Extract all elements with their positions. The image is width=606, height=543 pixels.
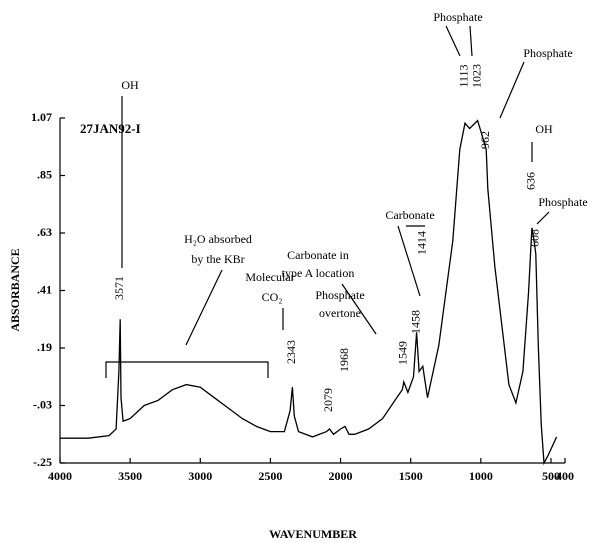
annotation: Carbonate [385, 208, 434, 222]
annotation: OH [535, 122, 553, 136]
annotation: Carbonate in [287, 248, 349, 262]
x-tick-label: 400 [556, 469, 574, 483]
y-tick-label: .85 [37, 167, 52, 181]
peak-label: 1458 [408, 310, 422, 334]
peak-label: 608 [528, 229, 542, 247]
annotation: type A location [282, 266, 355, 280]
peak-label: 1968 [337, 348, 351, 372]
spectrum-line [60, 119, 558, 466]
peak-label: 636 [524, 172, 538, 190]
annotation: OH [121, 78, 139, 92]
annotation: Phosphate [433, 10, 482, 24]
y-tick-label: -.25 [33, 455, 52, 469]
x-tick-label: 1000 [469, 469, 493, 483]
x-tick-label: 1500 [399, 469, 423, 483]
y-axis-title: ABSORBANCE [8, 248, 22, 331]
peak-label: 1023 [469, 64, 483, 88]
peak-label: 2079 [321, 388, 335, 412]
x-axis-title: WAVENUMBER [269, 527, 357, 541]
peak-label: 1549 [396, 341, 410, 365]
leaders [105, 25, 550, 378]
y-tick-label: .41 [37, 282, 52, 296]
x-tick-label: 4000 [48, 469, 72, 483]
peak-label: 2343 [284, 340, 298, 364]
annotation: 27JAN92-I [80, 121, 141, 136]
y-tick-label: .19 [37, 340, 52, 354]
annotation: Phosphate [315, 288, 364, 302]
annotation: Molecular [245, 270, 294, 284]
y-tick-label: -.03 [33, 397, 52, 411]
x-tick-label: 2500 [258, 469, 282, 483]
y-tick-label: .63 [37, 225, 52, 239]
peak-label: 962 [478, 131, 492, 149]
x-tick-label: 3000 [188, 469, 212, 483]
x-tick-label: 500 [542, 469, 560, 483]
annotation: Phosphate [523, 46, 572, 60]
y-tick-label: 1.07 [31, 110, 52, 124]
annotation: CO₂ [262, 290, 283, 304]
peak-label: 3571 [112, 276, 126, 300]
x-tick-label: 3500 [118, 469, 142, 483]
peak-label: 1113 [457, 64, 471, 87]
x-tick-label: 2000 [329, 469, 353, 483]
annotation: overtone [319, 306, 361, 320]
annotation: H₂O absorbed [184, 232, 252, 246]
annotation: Phosphate [538, 195, 587, 209]
annotation: by the KBr [191, 252, 244, 266]
peak-label: 1414 [415, 231, 429, 255]
